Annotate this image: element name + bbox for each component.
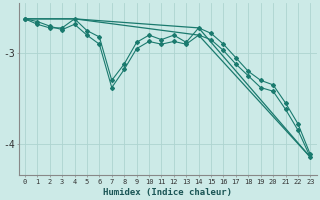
X-axis label: Humidex (Indice chaleur): Humidex (Indice chaleur): [103, 188, 232, 197]
